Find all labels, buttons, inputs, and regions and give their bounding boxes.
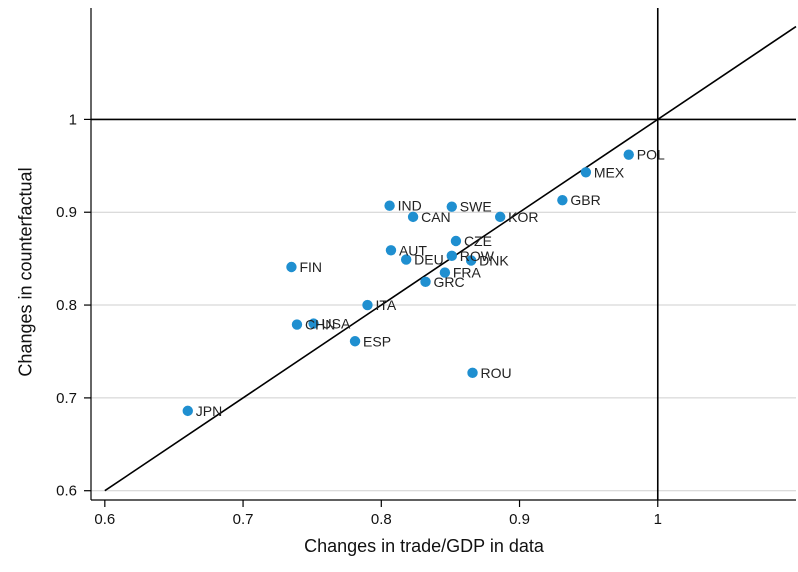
data-point-row <box>446 250 457 262</box>
data-point-gbr <box>557 194 568 206</box>
data-point-fra <box>439 267 451 278</box>
x-tick-label: 0.7 <box>233 511 254 528</box>
data-point-grc <box>420 276 431 288</box>
data-point-dnk <box>465 255 477 266</box>
x-tick-label: 0.8 <box>371 511 392 528</box>
point-label-ind: IND <box>398 198 422 214</box>
y-tick-label: 0.6 <box>56 483 77 500</box>
point-label-dnk: DNK <box>479 252 509 268</box>
data-point-rou <box>467 367 478 379</box>
y-tick-label: 0.7 <box>56 390 77 407</box>
data-point-cze <box>450 235 462 247</box>
point-label-gbr: GBR <box>570 192 600 208</box>
data-point-aut <box>385 245 397 256</box>
data-point-chn <box>291 319 303 330</box>
point-label-rou: ROU <box>481 365 512 381</box>
point-label-cze: CZE <box>464 233 492 249</box>
y-tick-label: 0.8 <box>56 297 77 314</box>
data-point-can <box>407 211 419 223</box>
data-point-ita <box>362 299 373 311</box>
point-label-esp: ESP <box>363 333 391 349</box>
data-point-swe <box>446 201 457 212</box>
y-tick-label: 1 <box>69 111 77 128</box>
data-point-jpn <box>182 405 193 417</box>
point-label-can: CAN <box>421 209 451 225</box>
x-tick-label: 0.9 <box>509 511 530 528</box>
x-tick-label: 0.6 <box>94 511 115 528</box>
point-label-kor: KOR <box>508 209 538 225</box>
point-label-fra: FRA <box>453 265 482 281</box>
data-point-usa <box>308 318 319 329</box>
x-tick-label: 1 <box>654 511 662 528</box>
y-tick-label: 0.9 <box>56 204 77 221</box>
point-label-jpn: JPN <box>196 403 222 419</box>
point-label-fin: FIN <box>299 259 322 275</box>
data-point-kor <box>494 211 506 223</box>
point-label-row: ROW <box>460 248 495 264</box>
point-label-aut: AUT <box>399 242 427 258</box>
point-label-pol: POL <box>637 147 665 163</box>
data-point-ind <box>384 200 395 211</box>
point-label-swe: SWE <box>460 199 492 215</box>
point-label-chn: CHN <box>305 317 335 333</box>
data-point-mex <box>580 167 592 178</box>
data-point-fin <box>286 261 297 273</box>
y-axis-title: Changes in counterfactual <box>15 167 36 377</box>
x-axis-title: Changes in trade/GDP in data <box>304 536 544 556</box>
data-point-esp <box>349 336 361 347</box>
point-label-ita: ITA <box>375 297 396 313</box>
data-point-deu <box>400 254 412 265</box>
data-point-pol <box>623 149 634 160</box>
point-label-mex: MEX <box>594 164 625 180</box>
point-label-usa: USA <box>322 316 351 332</box>
point-label-deu: DEU <box>414 252 444 268</box>
point-label-grc: GRC <box>434 274 465 290</box>
